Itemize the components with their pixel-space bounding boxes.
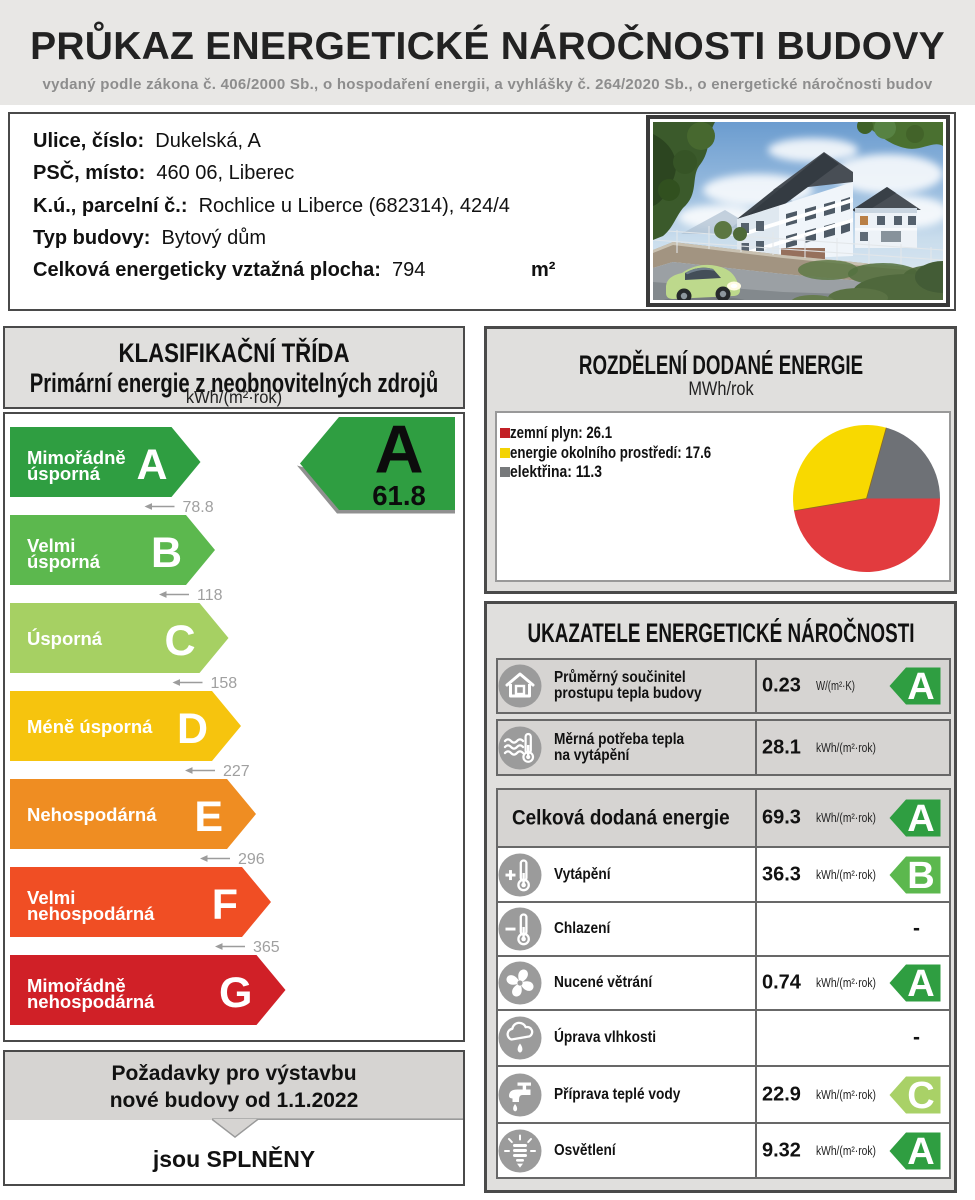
svg-text:Nehospodárná: Nehospodárná xyxy=(27,804,157,825)
svg-text:Velmi: Velmi xyxy=(27,535,75,556)
svg-text:78.8: 78.8 xyxy=(183,499,214,516)
svg-text:A: A xyxy=(907,1131,934,1171)
svg-text:C: C xyxy=(164,617,195,665)
svg-text:158: 158 xyxy=(211,675,238,692)
svg-text:Úsporná: Úsporná xyxy=(27,628,103,649)
svg-text:365: 365 xyxy=(253,939,280,956)
svg-text:A: A xyxy=(907,798,934,838)
svg-text:A: A xyxy=(136,441,167,489)
svg-text:61.8: 61.8 xyxy=(372,480,426,511)
svg-text:F: F xyxy=(212,881,238,929)
svg-text:G: G xyxy=(219,969,252,1017)
svg-text:B: B xyxy=(151,529,182,577)
svg-text:úsporná: úsporná xyxy=(27,463,101,484)
svg-text:C: C xyxy=(907,1075,934,1115)
svg-text:A: A xyxy=(374,414,423,488)
svg-text:B: B xyxy=(907,855,934,895)
svg-text:Velmi: Velmi xyxy=(27,887,75,908)
svg-text:227: 227 xyxy=(223,763,250,780)
svg-text:A: A xyxy=(907,666,934,706)
svg-text:Méně úsporná: Méně úsporná xyxy=(27,716,153,737)
svg-text:D: D xyxy=(177,705,208,753)
svg-text:296: 296 xyxy=(238,851,265,868)
svg-text:118: 118 xyxy=(197,587,223,604)
svg-text:nehospodárná: nehospodárná xyxy=(27,991,155,1012)
svg-text:Mimořádně: Mimořádně xyxy=(27,975,126,996)
svg-text:E: E xyxy=(194,793,223,841)
svg-text:A: A xyxy=(907,963,934,1003)
svg-text:nehospodárná: nehospodárná xyxy=(27,903,155,924)
svg-text:úsporná: úsporná xyxy=(27,551,101,572)
svg-text:Mimořádně: Mimořádně xyxy=(27,447,126,468)
